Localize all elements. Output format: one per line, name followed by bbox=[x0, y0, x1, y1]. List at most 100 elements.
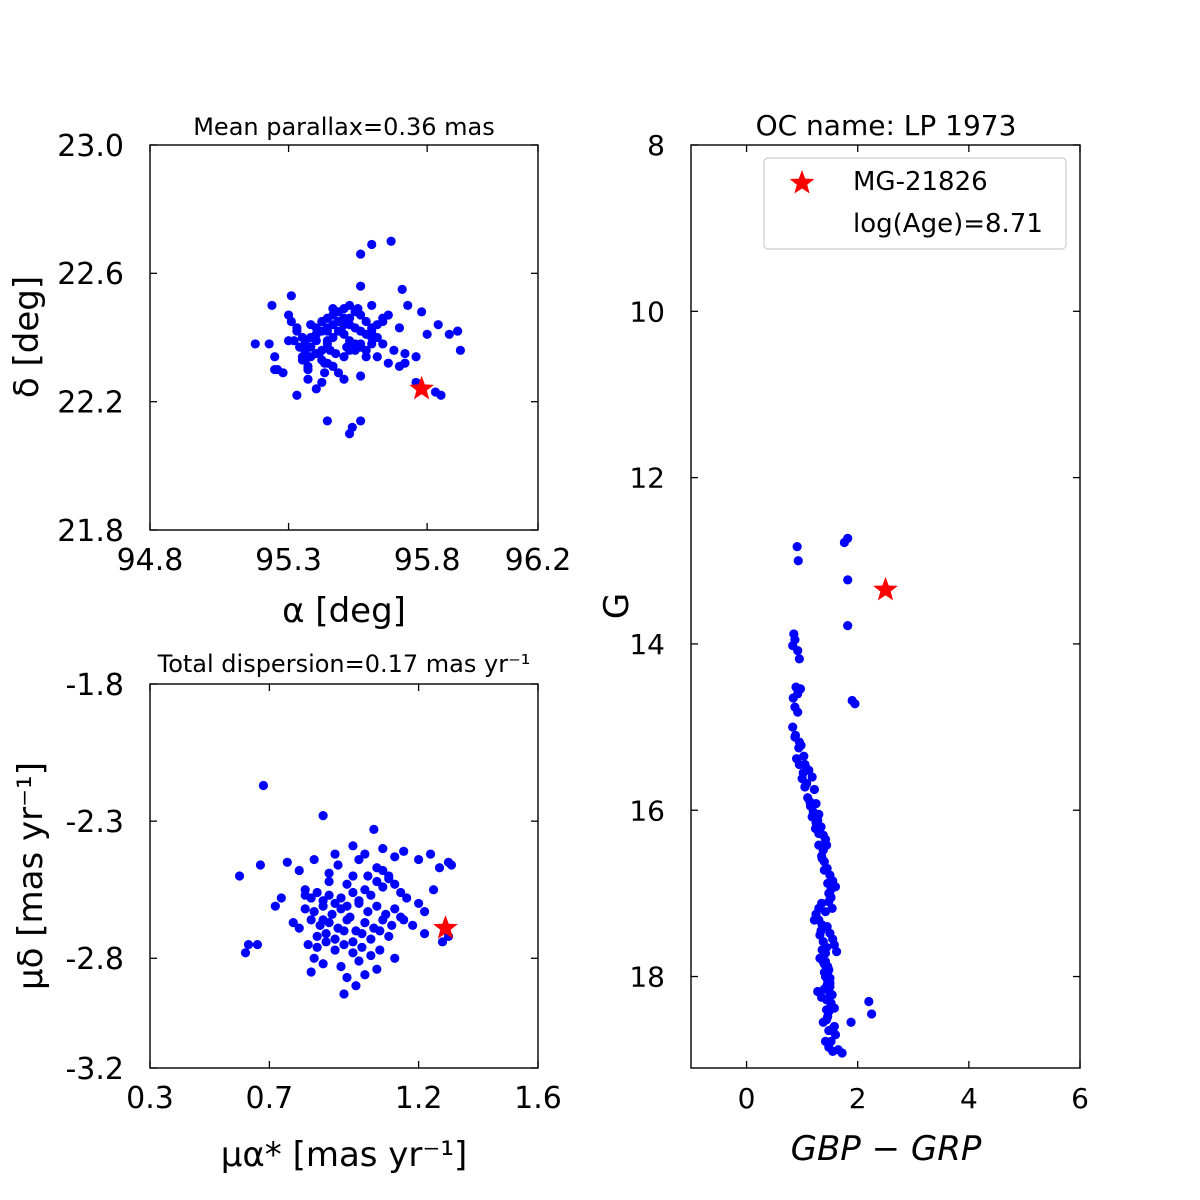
pm-member-point bbox=[309, 953, 319, 963]
radec-member-point bbox=[292, 323, 302, 333]
cmd-member-point bbox=[819, 984, 829, 994]
pm-member-point bbox=[354, 854, 364, 865]
radec-member-point bbox=[339, 320, 349, 330]
pm-y-tick-label: -1.8 bbox=[65, 668, 124, 703]
pm-member-point bbox=[324, 876, 334, 887]
cmd-member-point bbox=[819, 865, 829, 875]
cmd-member-point bbox=[805, 797, 815, 807]
cmd-member-point bbox=[795, 684, 806, 694]
pm-member-point bbox=[372, 876, 382, 887]
pm-member-point bbox=[360, 885, 370, 895]
pm-member-point bbox=[360, 970, 370, 980]
pm-member-point bbox=[336, 893, 346, 903]
radec-member-point bbox=[372, 352, 382, 362]
radec-member-point bbox=[347, 422, 357, 432]
cmd-member-point bbox=[788, 693, 798, 703]
radec-member-point bbox=[389, 345, 399, 355]
legend-entry-age: log(Age)=8.71 bbox=[853, 209, 1043, 239]
radec-member-point bbox=[322, 326, 332, 336]
cmd-member-point bbox=[821, 1015, 832, 1025]
pm-panel: 0.3 0.7 1.2 1.6 -3.2 -2.8 -2.3 -1.8 Total dispe… bbox=[11, 650, 562, 1175]
cmd-member-points bbox=[788, 533, 898, 1058]
pm-member-point bbox=[348, 871, 358, 881]
pm-member-point bbox=[312, 942, 322, 952]
cmd-member-point bbox=[794, 759, 804, 770]
pm-member-point bbox=[369, 824, 379, 834]
pm-member-point bbox=[360, 849, 370, 859]
cmd-member-point bbox=[818, 937, 828, 947]
pm-member-point bbox=[336, 904, 346, 914]
pm-member-point bbox=[339, 939, 349, 950]
pm-member-point bbox=[348, 937, 358, 947]
pm-member-point bbox=[312, 887, 322, 898]
pm-member-point bbox=[339, 989, 349, 999]
pm-member-point bbox=[342, 879, 352, 889]
cmd-y-tick-label: 16 bbox=[629, 794, 665, 827]
radec-member-point bbox=[378, 339, 388, 349]
radec-member-point bbox=[367, 300, 377, 311]
pm-member-point bbox=[282, 857, 292, 867]
cmd-member-point bbox=[816, 926, 826, 936]
cmd-member-point bbox=[850, 699, 860, 709]
pm-member-point bbox=[342, 915, 352, 925]
cmd-y-tick-label: 8 bbox=[647, 129, 665, 162]
cmd-member-point bbox=[864, 996, 874, 1007]
radec-member-point bbox=[367, 326, 377, 336]
radec-member-point bbox=[339, 374, 349, 384]
cmd-member-point bbox=[823, 967, 833, 977]
pm-member-points bbox=[234, 780, 458, 999]
radec-member-point bbox=[297, 332, 308, 343]
pm-member-point bbox=[294, 865, 304, 876]
cmd-member-point bbox=[793, 707, 803, 717]
cmd-member-point bbox=[823, 878, 833, 889]
radec-member-point bbox=[344, 300, 355, 311]
radec-member-point bbox=[333, 368, 344, 378]
cmd-member-point bbox=[843, 621, 853, 631]
pm-member-point bbox=[357, 929, 367, 939]
radec-y-tick-label: 21.8 bbox=[57, 514, 124, 549]
radec-member-point bbox=[306, 320, 316, 330]
pm-member-point bbox=[309, 854, 319, 865]
pm-member-point bbox=[276, 893, 286, 903]
pm-member-point bbox=[336, 961, 346, 972]
pm-member-point bbox=[330, 945, 340, 955]
cmd-member-point bbox=[825, 890, 835, 900]
pm-member-point bbox=[396, 887, 406, 898]
pm-member-point bbox=[324, 868, 334, 878]
pm-member-point bbox=[363, 907, 373, 917]
radec-member-point bbox=[394, 361, 405, 371]
pm-member-point bbox=[354, 898, 364, 909]
pm-member-point bbox=[270, 901, 280, 911]
cmd-member-point bbox=[799, 751, 809, 761]
cmd-member-point bbox=[829, 1003, 839, 1013]
cmd-member-point bbox=[807, 772, 817, 782]
radec-member-point bbox=[325, 345, 335, 355]
radec-member-point bbox=[283, 336, 294, 346]
pm-member-point bbox=[378, 865, 388, 876]
pm-member-point bbox=[419, 929, 430, 939]
cmd-member-point bbox=[830, 1030, 841, 1040]
pm-member-point bbox=[357, 942, 367, 952]
pm-member-point bbox=[375, 945, 385, 955]
radec-member-point bbox=[317, 377, 327, 388]
cmd-x-label: GBP − GRP bbox=[791, 1129, 982, 1169]
pm-member-point bbox=[378, 915, 388, 925]
pm-member-point bbox=[384, 874, 394, 884]
radec-y-tick-label: 22.2 bbox=[57, 385, 124, 420]
radec-member-point bbox=[350, 345, 360, 355]
pm-member-point bbox=[288, 918, 298, 928]
radec-x-tick-label: 95.3 bbox=[255, 543, 322, 578]
radec-member-point bbox=[320, 368, 330, 378]
cmd-y-tick-label: 12 bbox=[629, 462, 665, 495]
pm-member-point bbox=[396, 912, 406, 922]
pm-member-point bbox=[390, 904, 400, 914]
pm-member-point bbox=[324, 890, 334, 900]
cmd-title: OC name: LP 1973 bbox=[756, 109, 1017, 142]
radec-panel: 94.8 95.3 95.8 96.2 21.8 22.2 22.6 23.0 Mean pa… bbox=[7, 113, 571, 631]
pm-member-point bbox=[327, 909, 337, 920]
pm-member-point bbox=[321, 929, 331, 939]
pm-member-point bbox=[294, 923, 304, 933]
pm-member-point bbox=[348, 841, 358, 851]
radec-member-point bbox=[356, 281, 366, 291]
radec-member-point bbox=[328, 332, 338, 343]
